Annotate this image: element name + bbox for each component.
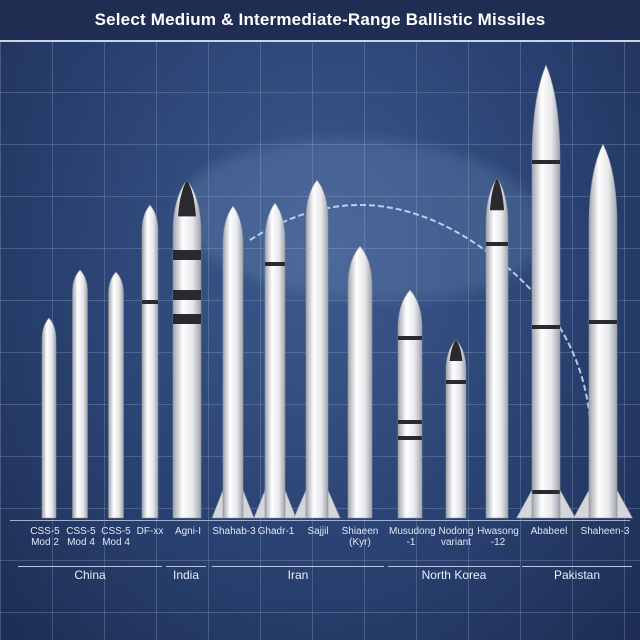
country-label-china: China bbox=[74, 568, 106, 582]
missile-body bbox=[347, 245, 373, 519]
missile-band bbox=[173, 250, 201, 260]
missile-nose-cone bbox=[178, 180, 196, 217]
missile-band bbox=[446, 380, 466, 384]
missile-8 bbox=[293, 179, 341, 519]
missile-fins bbox=[516, 489, 576, 519]
missile-name: Hwasong -12 bbox=[477, 526, 519, 548]
missile-name: CSS-5 Mod 2 bbox=[30, 526, 60, 548]
country-label-north-korea: North Korea bbox=[421, 568, 487, 582]
missile-fins bbox=[573, 489, 633, 519]
missile-band bbox=[589, 320, 617, 324]
missile-1 bbox=[41, 317, 57, 519]
missile-name: Agni-I bbox=[174, 526, 202, 537]
missile-name: Ababeel bbox=[530, 526, 568, 537]
missile-name: DF-xx bbox=[136, 526, 164, 537]
missile-11 bbox=[445, 339, 467, 519]
missile-body bbox=[172, 179, 202, 519]
missile-body bbox=[141, 204, 159, 519]
missile-9 bbox=[347, 245, 373, 519]
missile-body bbox=[222, 205, 244, 519]
missile-body bbox=[305, 179, 329, 519]
missile-fins bbox=[293, 489, 341, 519]
group-divider-china bbox=[18, 566, 162, 567]
missile-name: Shaheen-3 bbox=[580, 526, 630, 537]
country-label-india: India bbox=[172, 568, 200, 582]
missile-body bbox=[108, 271, 124, 519]
missile-band bbox=[398, 336, 422, 340]
missile-nose-cone bbox=[449, 340, 463, 361]
missile-6 bbox=[211, 205, 255, 519]
missile-4 bbox=[141, 204, 159, 519]
missile-band bbox=[173, 290, 201, 300]
missile-name: CSS-5 Mod 4 bbox=[66, 526, 96, 548]
missile-band bbox=[486, 242, 508, 246]
missile-14 bbox=[573, 143, 633, 519]
missile-body bbox=[41, 317, 57, 519]
missile-body bbox=[485, 177, 509, 519]
missile-fins bbox=[253, 489, 297, 519]
missile-body bbox=[445, 339, 467, 519]
missile-nose-cone bbox=[489, 178, 505, 211]
group-divider-india bbox=[166, 566, 206, 567]
baseline bbox=[10, 520, 630, 521]
missile-fins bbox=[211, 489, 255, 519]
missile-body bbox=[397, 289, 423, 519]
missile-name: Musudong -1 bbox=[389, 526, 436, 548]
missile-name: Nodong variant bbox=[438, 526, 474, 548]
missile-name: CSS-5 Mod 4 bbox=[101, 526, 131, 548]
group-divider-pakistan bbox=[522, 566, 632, 567]
missile-10 bbox=[397, 289, 423, 519]
missile-name: Shiaeen (Kyr) bbox=[341, 526, 379, 548]
country-label-iran: Iran bbox=[287, 568, 309, 582]
missile-12 bbox=[485, 177, 509, 519]
missile-body bbox=[72, 269, 88, 519]
missile-name: Shahab-3 bbox=[212, 526, 256, 537]
page-title: Select Medium & Intermediate-Range Balli… bbox=[94, 10, 546, 29]
missile-band bbox=[398, 420, 422, 424]
group-divider-north-korea bbox=[388, 566, 520, 567]
missile-band bbox=[532, 490, 560, 494]
title-bar: Select Medium & Intermediate-Range Balli… bbox=[0, 0, 640, 42]
missile-13 bbox=[516, 64, 576, 519]
missile-band bbox=[398, 436, 422, 440]
missile-body bbox=[264, 202, 286, 519]
missile-name: Ghadr-1 bbox=[257, 526, 295, 537]
missile-band bbox=[142, 300, 158, 304]
missile-band bbox=[265, 262, 285, 266]
missile-7 bbox=[253, 202, 297, 519]
missile-body bbox=[588, 143, 618, 519]
country-label-pakistan: Pakistan bbox=[553, 568, 601, 582]
missile-band bbox=[532, 325, 560, 329]
missile-2 bbox=[72, 269, 88, 519]
group-divider-iran bbox=[212, 566, 384, 567]
missile-5 bbox=[172, 179, 202, 519]
missile-name: Sajjil bbox=[307, 526, 329, 537]
missile-body bbox=[531, 64, 561, 519]
missile-3 bbox=[108, 271, 124, 519]
missile-band bbox=[173, 314, 201, 324]
missile-band bbox=[532, 160, 560, 164]
